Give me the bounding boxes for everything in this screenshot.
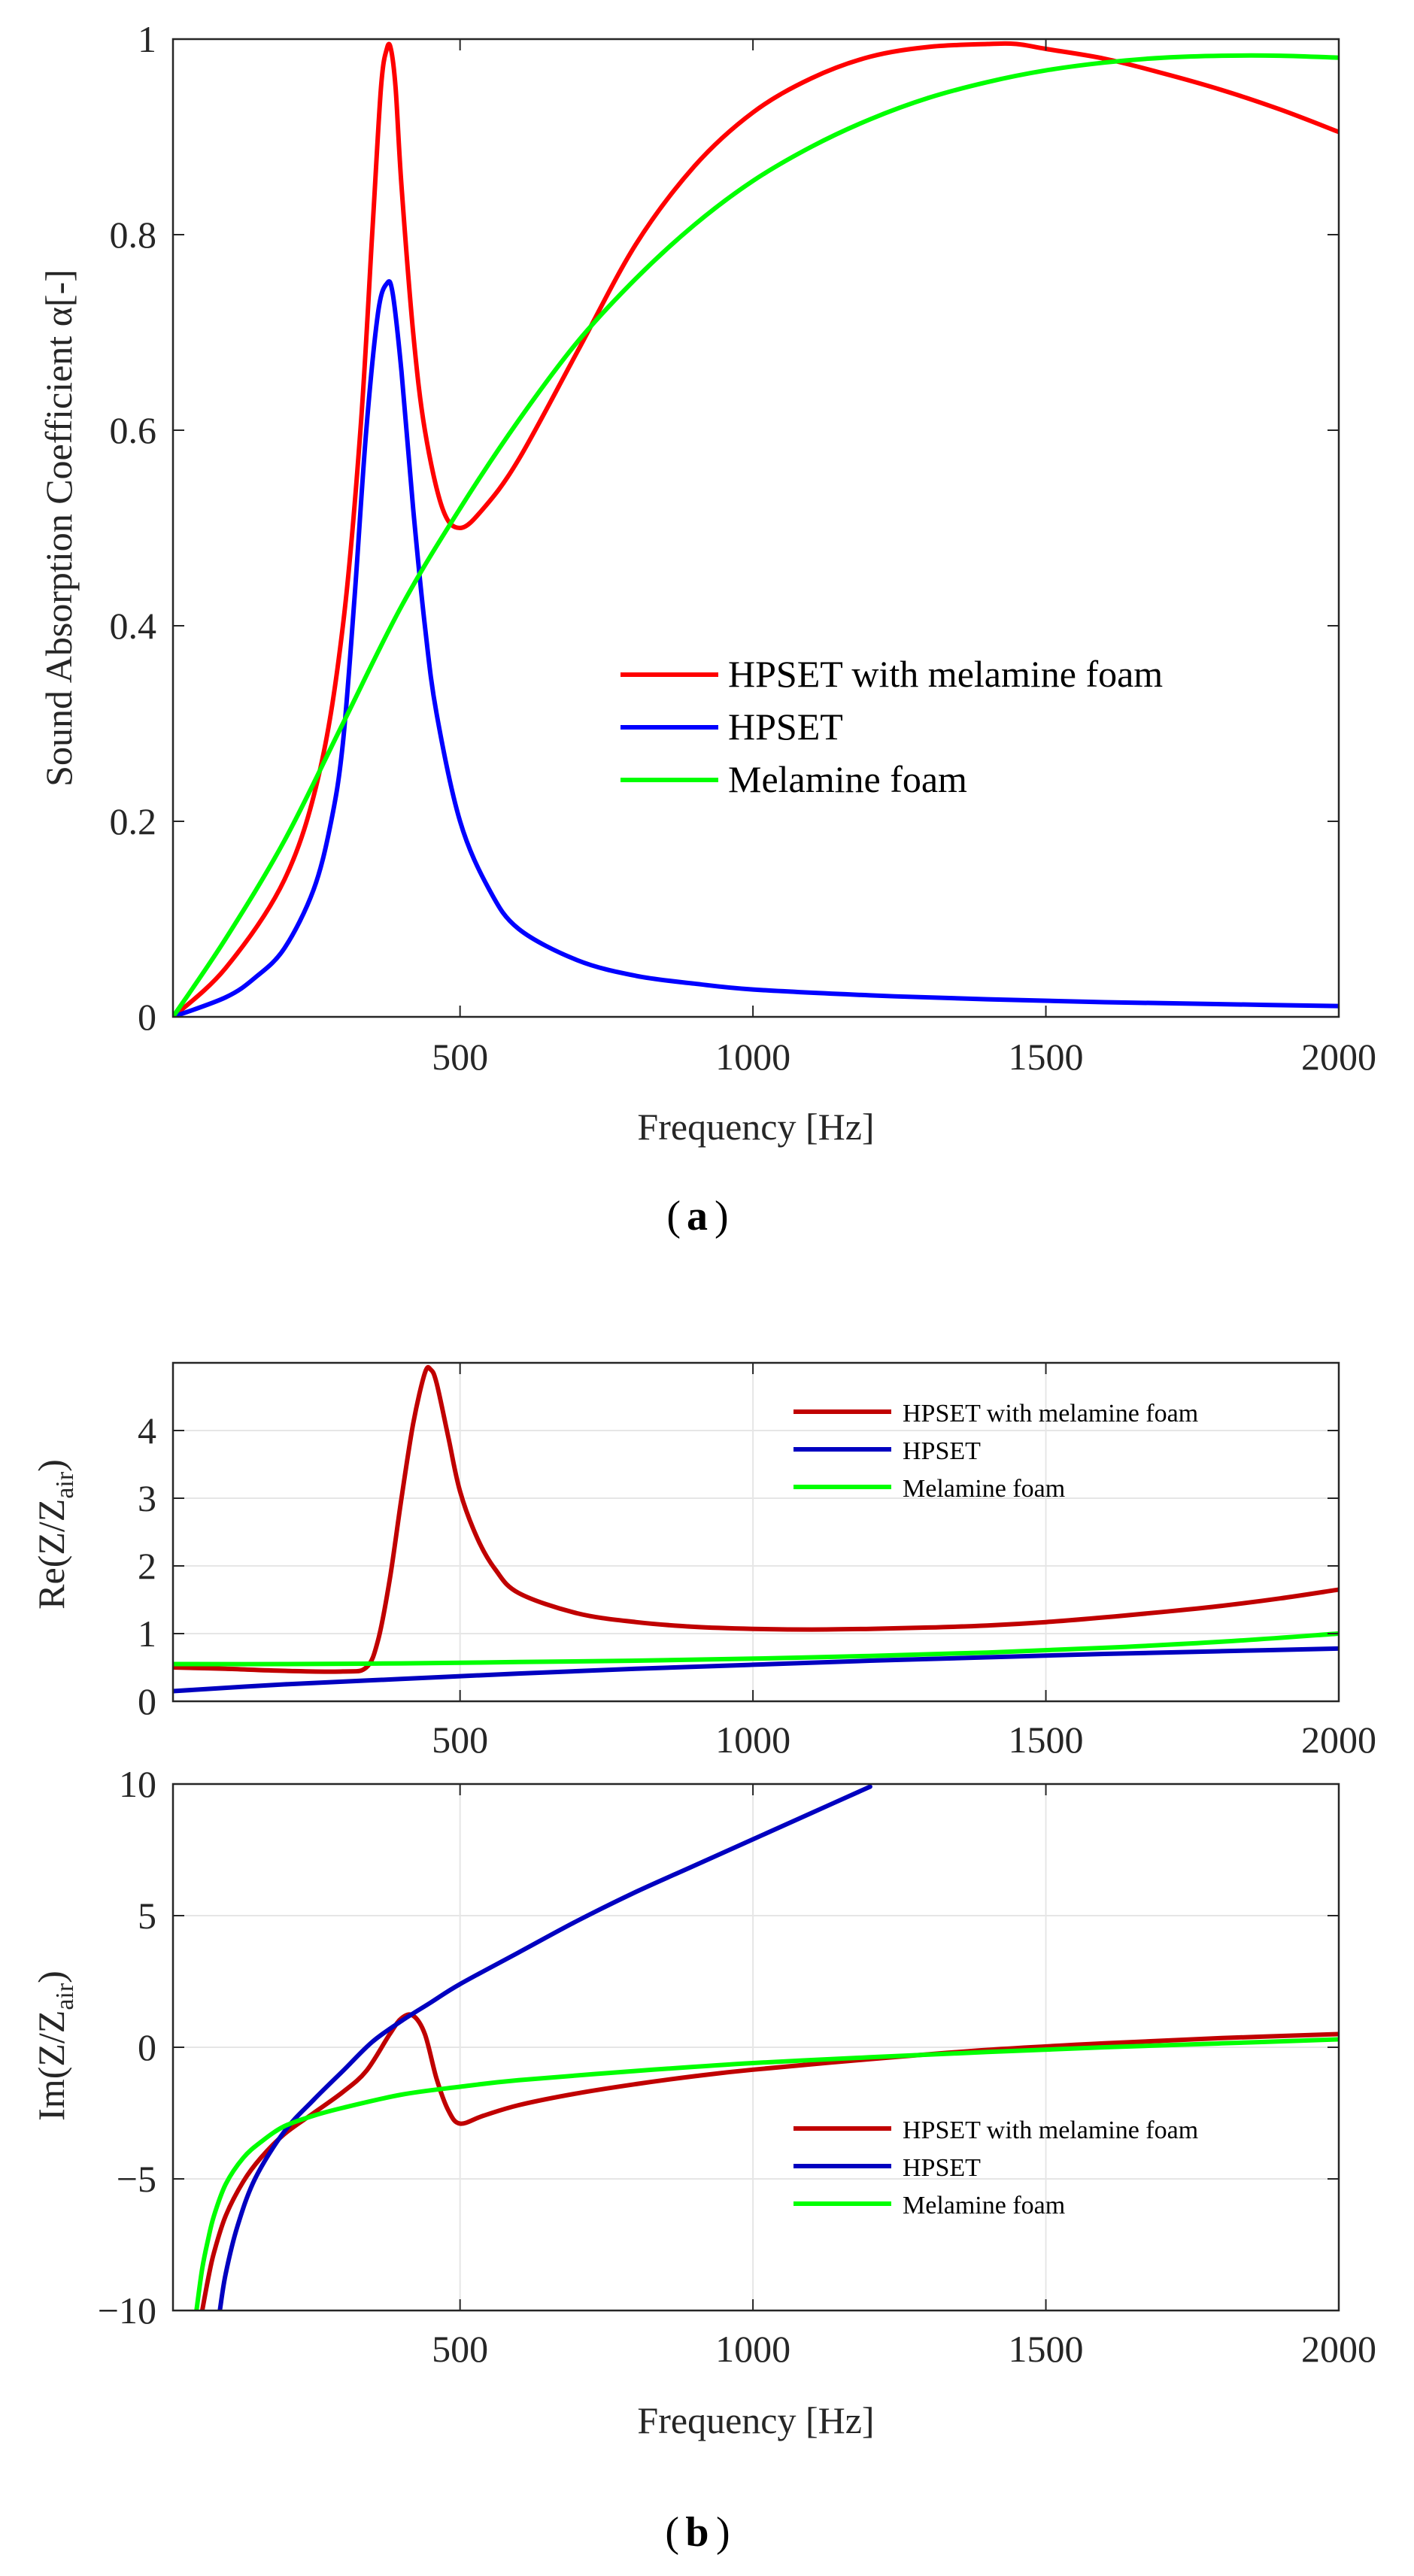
- panel-b-open-paren: (: [665, 2509, 679, 2556]
- panel-a-letter: a: [687, 1193, 708, 1239]
- chart-a: 500 1000 1500 2000 0 0.2 0.4 0.6 0.8 1 Frequency …: [38, 18, 1376, 1239]
- chart-a-legend: HPSET with melamine foam HPSET Melamine …: [621, 653, 1163, 800]
- panel-a-caption: ( a ): [666, 1193, 728, 1239]
- chart-b-re-ylabel: Re(Z/Zair): [30, 1459, 79, 1610]
- y-tick-label: 0: [138, 2026, 156, 2068]
- y-tick-label: −10: [98, 2289, 156, 2332]
- x-tick-label: 1500: [1009, 1719, 1084, 1761]
- series-line-hpset-with-melamine-foam: [173, 41, 1339, 1017]
- legend-a-label-hpset-melamine: HPSET with melamine foam: [728, 653, 1163, 695]
- x-tick-label: 1500: [1009, 1036, 1084, 1078]
- chart-b-re-ylabel-main: Re(Z/Z: [30, 1499, 72, 1610]
- chart-b-im-ylabel-sub: air: [51, 1983, 79, 2010]
- x-tick-label: 500: [432, 1719, 488, 1761]
- chart-b-im-ylabel-end: ): [30, 1971, 72, 1983]
- chart-a-axes-box: [171, 38, 1340, 1018]
- chart-a-series-group: [173, 41, 1339, 1017]
- chart-a-ylabel: Sound Absorption Coefficient α[-]: [38, 269, 80, 787]
- series-line-hpset: [217, 1784, 872, 2311]
- panel-a-close-paren: ): [715, 1193, 729, 1239]
- chart-a-ticks: 500 1000 1500 2000 0 0.2 0.4 0.6 0.8 1: [110, 18, 1377, 1078]
- chart-b-im-ylabel: Im(Z/Zair): [30, 1971, 79, 2121]
- chart-b-re-ticks: 500 1000 1500 2000 0 1 2 3 4: [138, 1363, 1376, 1761]
- series-line-melamine-foam: [173, 1631, 1339, 1667]
- chart-b-re-axes-box: [171, 1361, 1340, 1703]
- chart-b-re: 500 1000 1500 2000 0 1 2 3 4 Re(Z/Zair) HPSET wi…: [30, 1361, 1376, 1761]
- chart-b-re-ylabel-end: ): [30, 1459, 72, 1472]
- chart-a-plot-area: [173, 39, 1339, 1017]
- y-tick-label: 1: [138, 1613, 156, 1655]
- y-tick-label: 10: [119, 1763, 156, 1805]
- legend-bim-label-melamine: Melamine foam: [903, 2192, 1065, 2219]
- x-tick-label: 1000: [715, 1719, 790, 1761]
- y-tick-label: −5: [117, 2158, 156, 2200]
- series-line-melamine-foam: [194, 2037, 1339, 2311]
- chart-a-xlabel: Frequency [Hz]: [637, 1106, 874, 1148]
- chart-b-re-series-group: [173, 1364, 1339, 1694]
- series-line-hpset: [173, 279, 1339, 1017]
- series-line-hpset: [173, 1646, 1339, 1694]
- legend-a-label-melamine: Melamine foam: [728, 758, 967, 800]
- y-tick-label: 0.2: [110, 800, 157, 842]
- y-tick-label: 5: [138, 1895, 156, 1937]
- chart-b-re-legend: HPSET with melamine foam HPSET Melamine …: [793, 1400, 1198, 1503]
- series-line-melamine-foam: [173, 53, 1339, 1017]
- y-tick-label: 0.6: [110, 409, 157, 451]
- y-tick-label: 0.4: [110, 605, 157, 647]
- legend-bre-label-hpset: HPSET: [903, 1437, 981, 1465]
- legend-a-label-hpset: HPSET: [728, 705, 843, 748]
- series-line-hpset-with-melamine-foam: [173, 1364, 1339, 1674]
- legend-bim-label-hpset: HPSET: [903, 2154, 981, 2182]
- panel-a-open-paren: (: [666, 1193, 681, 1239]
- y-tick-label: 0.8: [110, 214, 157, 256]
- y-tick-label: 1: [138, 18, 156, 60]
- x-tick-label: 2000: [1301, 1719, 1376, 1761]
- chart-b-im-ticks: 500 1000 1500 2000 −10 −5 0 5 10: [98, 1763, 1376, 2370]
- chart-b-im-xlabel: Frequency [Hz]: [637, 2399, 874, 2441]
- x-tick-label: 2000: [1301, 1036, 1376, 1078]
- legend-bre-label-hpset-melamine: HPSET with melamine foam: [903, 1400, 1198, 1428]
- x-tick-label: 1500: [1009, 2328, 1084, 2370]
- panel-b-letter: b: [685, 2509, 709, 2556]
- chart-b-im-ylabel-main: Im(Z/Z: [30, 2010, 72, 2121]
- chart-b-im-series-group: [194, 1784, 1339, 2311]
- y-tick-label: 0: [138, 1680, 156, 1722]
- y-tick-label: 4: [138, 1409, 156, 1452]
- panel-b-caption: ( b ): [665, 2509, 730, 2556]
- y-tick-label: 3: [138, 1477, 156, 1519]
- chart-b-re-ylabel-sub: air: [51, 1471, 79, 1499]
- x-tick-label: 1000: [715, 1036, 790, 1078]
- panel-b-close-paren: ): [716, 2509, 730, 2556]
- x-tick-label: 500: [432, 1036, 488, 1078]
- x-tick-label: 500: [432, 2328, 488, 2370]
- y-tick-label: 2: [138, 1545, 156, 1587]
- chart-b-im-legend: HPSET with melamine foam HPSET Melamine …: [793, 2116, 1198, 2219]
- x-tick-label: 1000: [715, 2328, 790, 2370]
- legend-bim-label-hpset-melamine: HPSET with melamine foam: [903, 2116, 1198, 2144]
- y-tick-label: 0: [138, 996, 156, 1038]
- x-tick-label: 2000: [1301, 2328, 1376, 2370]
- legend-bre-label-melamine: Melamine foam: [903, 1475, 1065, 1503]
